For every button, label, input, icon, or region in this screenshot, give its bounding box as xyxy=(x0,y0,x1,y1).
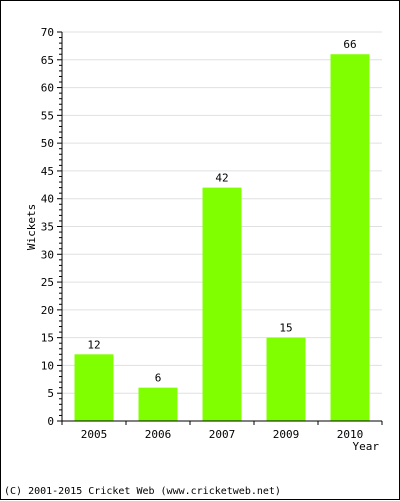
bars xyxy=(74,54,370,421)
data-label-2009: 15 xyxy=(279,322,292,335)
y-tick-labels: 0 5 10 15 20 25 30 35 40 45 50 55 60 65 70 xyxy=(41,26,54,428)
bar-2009 xyxy=(266,337,306,421)
y-tick-label: 20 xyxy=(41,304,54,317)
y-tick-label: 40 xyxy=(41,193,54,206)
x-tick-label-2006: 2006 xyxy=(145,428,172,441)
x-tick-label-2005: 2005 xyxy=(81,428,108,441)
y-tick-label: 0 xyxy=(47,415,54,428)
x-tick-labels: 2005 2006 2007 2009 2010 xyxy=(81,428,364,441)
y-tick-label: 25 xyxy=(41,276,54,289)
data-labels: 12 6 42 15 66 xyxy=(87,38,356,384)
bar-2010 xyxy=(330,54,370,421)
copyright-notice: (C) 2001-2015 Cricket Web (www.cricketwe… xyxy=(4,486,281,497)
data-label-2005: 12 xyxy=(87,338,100,351)
y-tick-label: 15 xyxy=(41,332,54,345)
y-tick-label: 60 xyxy=(41,82,54,95)
x-tick-label-2010: 2010 xyxy=(337,428,364,441)
x-tick-label-2009: 2009 xyxy=(273,428,300,441)
y-tick-label: 5 xyxy=(47,387,54,400)
y-tick-label: 70 xyxy=(41,26,54,39)
data-label-2007: 42 xyxy=(215,172,228,185)
y-tick-label: 30 xyxy=(41,248,54,261)
bar-2007 xyxy=(202,187,242,421)
bar-2005 xyxy=(74,354,114,421)
y-tick-label: 55 xyxy=(41,109,54,122)
x-axis-title: Year xyxy=(353,440,380,453)
data-label-2006: 6 xyxy=(155,372,162,385)
y-tick-label: 50 xyxy=(41,137,54,150)
y-tick-label: 45 xyxy=(41,165,54,178)
axes xyxy=(57,31,383,425)
data-label-2010: 66 xyxy=(343,38,356,51)
y-tick-label: 65 xyxy=(41,54,54,67)
bar-2006 xyxy=(138,387,178,421)
y-tick-label: 35 xyxy=(41,221,54,234)
y-axis-title: Wickets xyxy=(25,204,38,250)
y-tick-label: 10 xyxy=(41,359,54,372)
x-tick-label-2007: 2007 xyxy=(209,428,236,441)
